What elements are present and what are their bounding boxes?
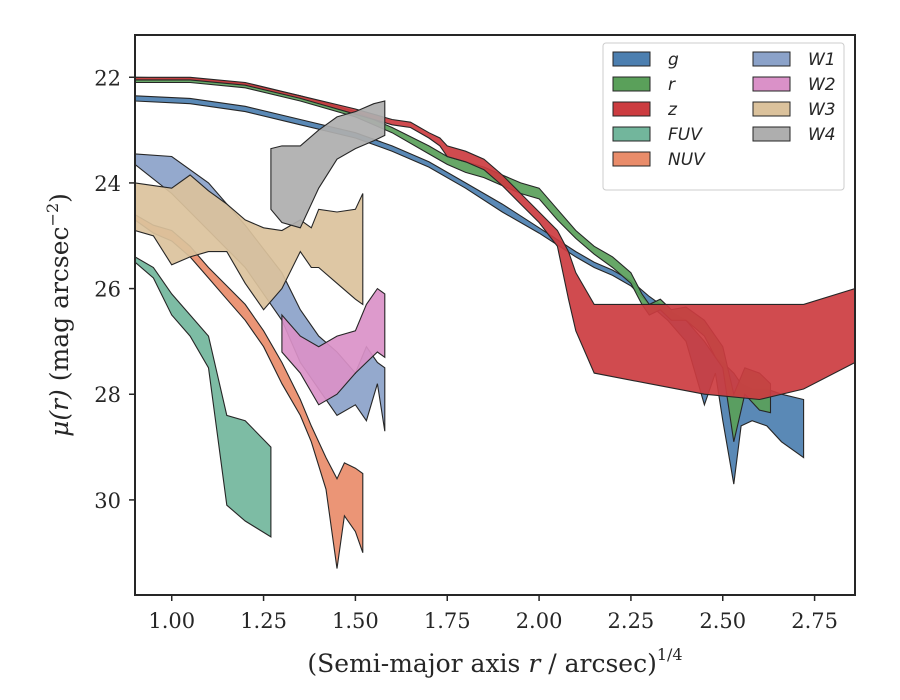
legend-label-w4: W4 xyxy=(808,125,836,145)
legend-label-z: z xyxy=(667,100,678,120)
x-tick-label: 2.25 xyxy=(608,609,655,633)
legend-label-w2: W2 xyxy=(808,75,836,95)
x-tick-label: 2.75 xyxy=(791,609,838,633)
legend: grz FUV NUV W1 W2 W3 W4 xyxy=(602,42,845,191)
legend-label-w1: W1 xyxy=(808,50,836,70)
series-band-z xyxy=(135,76,855,401)
x-tick-label: 1.75 xyxy=(424,609,471,633)
x-axis-label: (Semi-major axis r / arcsec)1/4 xyxy=(307,645,682,678)
legend-label-r: r xyxy=(668,75,676,95)
legend-swatch-w4 xyxy=(752,126,791,142)
legend-label-g: g xyxy=(668,50,679,70)
x-tick-label: 2.00 xyxy=(516,609,563,633)
legend-label-fuv: FUV xyxy=(668,125,703,145)
y-axis-label: μ(r) (mag arcsec−2) xyxy=(43,193,74,437)
y-tick-label: 24 xyxy=(94,172,121,196)
legend-swatch-r xyxy=(612,76,651,92)
x-axis: 1.00 1.25 1.50 1.75 2.00 2.25 2.50 2.75 xyxy=(148,595,838,633)
legend-swatch-w1 xyxy=(752,51,791,67)
series-band-nuv xyxy=(135,213,364,569)
legend-swatch-w2 xyxy=(752,76,791,92)
y-tick-label: 30 xyxy=(94,489,121,513)
x-tick-label: 1.50 xyxy=(332,609,379,633)
legend-label-nuv: NUV xyxy=(668,150,706,170)
y-tick-label: 28 xyxy=(94,383,121,407)
legend-swatch-g xyxy=(612,51,651,67)
legend-swatch-z xyxy=(612,101,651,117)
series-band-fuv xyxy=(135,256,272,538)
legend-swatch-nuv xyxy=(612,151,651,167)
series-layer xyxy=(135,76,855,569)
series-band-w3 xyxy=(135,174,364,311)
y-axis: 22 24 26 28 30 xyxy=(94,66,135,513)
series-band-w2 xyxy=(281,287,386,406)
x-tick-label: 1.25 xyxy=(240,609,287,633)
series-band-g xyxy=(135,95,805,485)
plot-frame xyxy=(134,34,856,596)
legend-swatch-fuv xyxy=(612,126,651,142)
legend-swatch-w3 xyxy=(752,101,791,117)
x-tick-label: 2.50 xyxy=(699,609,746,633)
legend-label-w3: W3 xyxy=(808,100,836,120)
series-band-w4 xyxy=(270,100,386,229)
y-tick-label: 26 xyxy=(94,278,121,302)
y-tick-label: 22 xyxy=(94,66,121,90)
x-tick-label: 1.00 xyxy=(148,609,195,633)
